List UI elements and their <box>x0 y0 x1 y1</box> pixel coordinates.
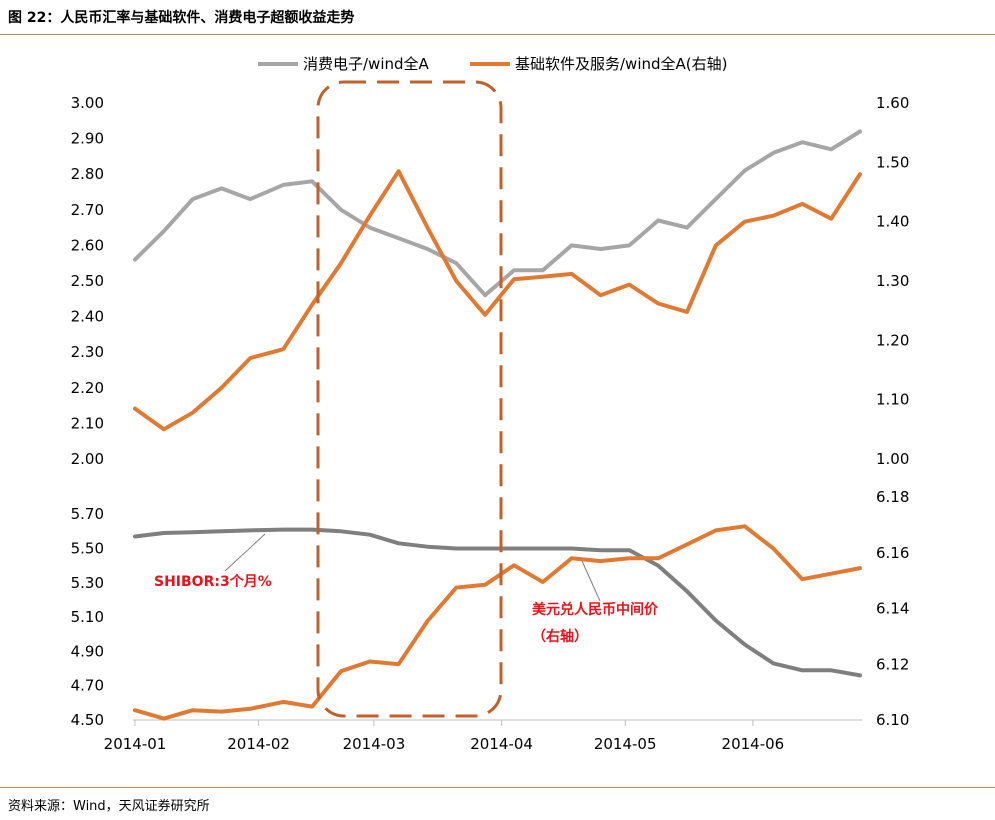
top-axes: 2.00 2.10 2.20 2.30 2.40 2.50 2.60 2.70 2.80 2.90… <box>71 94 910 468</box>
top-right-tick: 1.00 <box>876 450 909 468</box>
top-left-tick: 3.00 <box>71 94 104 112</box>
usdcny-annotation: 美元兑人民币中间价 <box>532 601 659 618</box>
bottom-axes: 4.50 4.70 4.90 5.10 5.30 5.50 5.70 6.10 6.12 6.14… <box>71 488 910 753</box>
bottom-right-tick: 6.12 <box>876 655 909 673</box>
shibor-leader-line <box>224 533 266 572</box>
series-consumer-electronics-line <box>133 129 862 298</box>
title-rule <box>0 34 995 35</box>
top-left-tick: 2.10 <box>71 414 104 432</box>
bottom-right-tick: 6.14 <box>876 600 909 618</box>
legend-label-2: 基础软件及服务/wind全A(右轴) <box>515 55 727 73</box>
top-right-tick: 1.50 <box>876 153 909 171</box>
bottom-left-tick: 5.30 <box>71 574 104 592</box>
top-right-tick: 1.30 <box>876 272 909 290</box>
top-right-tick: 1.10 <box>876 391 909 409</box>
top-left-tick: 2.40 <box>71 308 104 326</box>
x-tick-label: 2014-03 <box>343 735 406 753</box>
bottom-left-tick: 4.50 <box>71 711 104 729</box>
bottom-right-tick: 6.18 <box>876 488 909 506</box>
top-left-tick: 2.70 <box>71 201 104 219</box>
shibor-annotation: SHIBOR:3个月% <box>154 573 272 590</box>
legend-label-1: 消费电子/wind全A <box>303 55 430 73</box>
series-shibor-line <box>133 527 862 678</box>
bottom-left-tick: 4.90 <box>71 642 104 660</box>
x-tick-label: 2014-06 <box>722 735 785 753</box>
x-tick-label: 2014-01 <box>104 735 167 753</box>
highlight-box <box>316 80 503 718</box>
annotations: SHIBOR:3个月% 美元兑人民币中间价 （右轴） <box>154 533 659 645</box>
x-tick-label: 2014-04 <box>470 735 533 753</box>
figure-title: 图 22：人民币汇率与基础软件、消费电子超额收益走势 <box>8 10 355 26</box>
top-right-tick: 1.40 <box>876 213 909 231</box>
bottom-left-tick: 5.10 <box>71 608 104 626</box>
top-left-tick: 2.30 <box>71 343 104 361</box>
series-basic-software-line <box>133 169 862 432</box>
top-left-tick: 2.00 <box>71 450 104 468</box>
x-tick-label: 2014-05 <box>594 735 657 753</box>
bottom-left-tick: 5.50 <box>71 539 104 557</box>
bottom-right-tick: 6.16 <box>876 544 909 562</box>
bottom-left-tick: 4.70 <box>71 677 104 695</box>
top-left-tick: 2.50 <box>71 272 104 290</box>
source-rule <box>0 787 995 788</box>
usdcny-annotation-axis-note: （右轴） <box>532 628 588 645</box>
legend: 消费电子/wind全A 基础软件及服务/wind全A(右轴) <box>258 55 727 73</box>
top-left-tick: 2.20 <box>71 379 104 397</box>
top-left-tick: 2.90 <box>71 130 104 148</box>
highlight-dashed-box <box>316 80 503 718</box>
top-right-tick: 1.20 <box>876 331 909 349</box>
series-usdcny-line <box>133 524 862 721</box>
x-tick-label: 2014-02 <box>227 735 290 753</box>
top-left-tick: 2.80 <box>71 165 104 183</box>
series-lines <box>133 129 862 721</box>
usdcny-leader-line <box>581 560 601 602</box>
top-right-tick: 1.60 <box>876 94 909 112</box>
bottom-left-tick: 5.70 <box>71 505 104 523</box>
top-left-tick: 2.60 <box>71 236 104 254</box>
source-note: 资料来源：Wind，天风证券研究所 <box>8 799 210 814</box>
bottom-right-tick: 6.10 <box>876 711 909 729</box>
